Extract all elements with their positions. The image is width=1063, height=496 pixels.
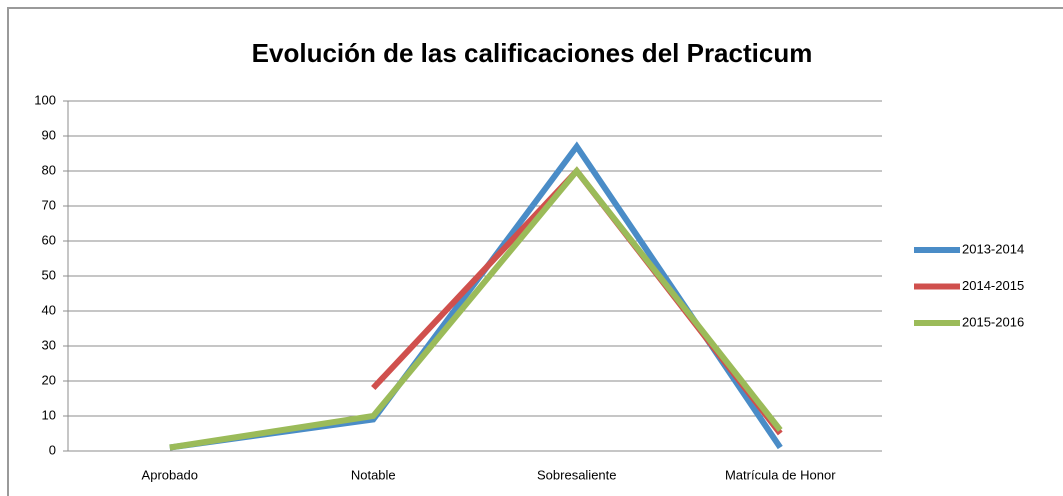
x-tick-label: Notable	[351, 467, 396, 482]
y-tick-label: 100	[34, 92, 56, 107]
x-tick-label: Sobresaliente	[537, 467, 617, 482]
series-line	[169, 166, 783, 451]
y-tick-label: 0	[49, 442, 56, 457]
y-tick-label: 50	[42, 267, 56, 282]
y-tick-label: 60	[42, 232, 56, 247]
chart-frame	[7, 7, 1063, 496]
y-tick-label: 10	[42, 407, 56, 422]
x-tick-label: Matrícula de Honor	[725, 467, 836, 482]
x-tick-label: Aprobado	[142, 467, 198, 482]
legend-label: 2015-2016	[962, 314, 1024, 329]
legend-label: 2014-2015	[962, 278, 1024, 293]
y-tick-label: 20	[42, 372, 56, 387]
y-tick-label: 90	[42, 127, 56, 142]
y-tick-label: 40	[42, 302, 56, 317]
series-line	[371, 166, 783, 436]
legend-label: 2013-2014	[962, 241, 1024, 256]
y-tick-label: 70	[42, 197, 56, 212]
chart-title: Evolución de las calificaciones del Prac…	[252, 38, 813, 68]
y-tick-label: 30	[42, 337, 56, 352]
y-tick-label: 80	[42, 162, 56, 177]
